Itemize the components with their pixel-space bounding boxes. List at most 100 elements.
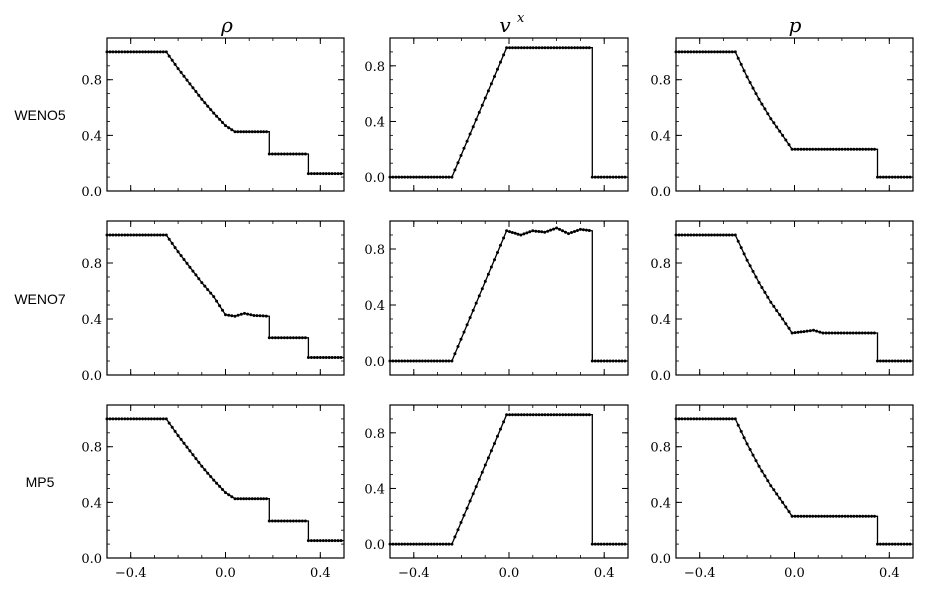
panel-mp5-p-point <box>727 417 731 421</box>
panel-weno5-rho-point <box>247 130 251 134</box>
panel-weno5-vx-point <box>576 46 579 50</box>
panel-weno7-rho-point <box>200 281 204 285</box>
panel-mp5-p-y-tick-label: 0.8 <box>650 441 671 456</box>
panel-weno7-rho-point <box>288 336 292 340</box>
panel-weno7-rho-point <box>158 233 162 237</box>
panel-weno7-p-point <box>784 322 788 326</box>
panel-weno5-vx-point <box>429 175 433 179</box>
panel-weno5-vx-point <box>564 46 568 50</box>
panel-weno7-rho-point <box>227 313 231 317</box>
panel-weno5-vx-point <box>573 46 577 50</box>
panel-weno7-rho-point <box>111 233 115 237</box>
panel-mp5-p-point <box>858 514 862 518</box>
panel-weno7-vx-point <box>400 359 404 363</box>
panel-mp5-rho-point <box>265 497 268 501</box>
panel-weno5-rho-point <box>324 172 328 176</box>
panel-weno5-p-point <box>823 147 826 151</box>
panel-mp5-vx-point <box>418 542 421 546</box>
column-title-vx-superscript: x <box>517 11 525 26</box>
panel-weno7-rho-point <box>170 241 174 245</box>
panel-weno7-vx-point <box>483 279 487 283</box>
panel-weno5-rho-point <box>242 130 246 134</box>
panel-mp5-p-line <box>676 418 913 545</box>
panel-mp5-p-point <box>881 542 885 546</box>
panel-weno5-p-point <box>899 175 903 179</box>
panel-weno5-vx-point <box>531 46 535 50</box>
panel-weno5-p-point <box>674 50 678 54</box>
panel-weno5-vx-point <box>450 175 454 179</box>
panel-weno5-vx-point <box>590 175 594 179</box>
panel-weno5-rho-point <box>194 90 198 93</box>
panel-weno5-rho-point <box>221 121 224 124</box>
panel-mp5-rho-point <box>105 417 109 421</box>
panel-weno5-p-point <box>695 50 699 54</box>
panel-weno5-rho-point <box>149 50 153 54</box>
panel-weno5-vx-point <box>456 161 460 165</box>
panel-weno5-rho-point <box>185 78 189 82</box>
panel-weno5-vx-point <box>514 46 517 50</box>
panel-mp5-p-point <box>864 514 868 518</box>
panel-weno5-rho-point <box>297 152 301 156</box>
panel-weno7-rho-point <box>249 313 253 317</box>
panel-weno7-p-point <box>902 359 906 363</box>
panel-weno7-rho-point <box>173 246 177 250</box>
panel-weno7-rho-point <box>270 336 274 340</box>
panel-mp5-p-point <box>742 436 746 440</box>
panel-weno7-vx-point <box>415 359 418 363</box>
panel-mp5-p-point <box>781 500 785 504</box>
panel-weno7-p-point <box>866 331 870 335</box>
panel-mp5-p-point <box>713 417 716 421</box>
panel-weno7-vx-point <box>614 359 618 363</box>
panel-weno5-rho-point <box>114 50 118 54</box>
panel-mp5-vx-point <box>617 542 621 546</box>
panel-weno5-p-line <box>676 51 913 178</box>
panel-weno5-vx-point <box>528 46 532 50</box>
panel-weno7-vx-point <box>513 231 517 235</box>
panel-weno5-rho-point <box>200 97 204 101</box>
panel-weno7-p-point <box>827 331 831 335</box>
panel-mp5-rho-point <box>262 497 266 501</box>
panel-mp5-p-point <box>784 505 788 509</box>
panel-weno5-rho-point <box>209 108 213 112</box>
panel-weno7-rho-point <box>239 312 243 316</box>
panel-weno7-vx-point <box>575 229 579 232</box>
panel-mp5-vx-point <box>502 420 506 424</box>
panel-mp5-p-point <box>721 417 725 421</box>
panel-weno5-vx-point <box>620 175 624 179</box>
panel-weno7-vx-point <box>471 308 475 312</box>
panel-mp5-p-point <box>896 542 900 546</box>
panel-weno7-vx-point <box>543 230 547 234</box>
panel-mp5-rho-point <box>312 539 316 543</box>
panel-weno7-rho-point <box>117 233 121 237</box>
panel-mp5-rho-point <box>247 497 251 501</box>
panel-weno5-p-point <box>843 147 847 151</box>
panel-weno7-vx-point <box>561 229 564 233</box>
panel-weno5-p-point <box>686 50 690 54</box>
panel-weno5-rho-point <box>291 152 295 156</box>
panel-weno7-rho-point <box>135 233 139 237</box>
panel-mp5-p-point <box>778 496 782 500</box>
panel-weno7-p-point <box>851 331 855 335</box>
panel-weno5-p-point <box>793 147 797 151</box>
panel-weno5-vx-point <box>561 46 565 50</box>
panel-mp5-vx-point <box>620 542 624 546</box>
panel-weno5-vx-point <box>605 175 609 179</box>
panel-mp5-rho-point <box>129 417 133 421</box>
panel-mp5-p-x-tick-label: 0.0 <box>784 566 805 581</box>
panel-weno5-rho-point <box>167 54 171 58</box>
panel-mp5-p-point <box>887 542 891 546</box>
panel-mp5-rho-point <box>108 417 112 421</box>
panel-weno5-vx-point <box>614 175 618 179</box>
panel-weno5-rho-point <box>170 58 174 62</box>
panel-weno5-rho-point <box>215 114 219 118</box>
panel-weno5-rho-point <box>117 50 121 54</box>
panel-weno7-p-point <box>896 359 900 363</box>
panel-weno5-vx-point <box>549 46 553 50</box>
panel-weno7-p-point <box>821 331 825 335</box>
panel-mp5-rho-point <box>236 497 240 501</box>
panel-weno7-rho-point <box>300 336 304 340</box>
panel-weno5-vx-point <box>546 46 550 50</box>
panel-weno5-p-point <box>908 175 912 179</box>
panel-weno7-rho-point <box>164 233 168 237</box>
panel-mp5-rho-point <box>333 539 337 543</box>
